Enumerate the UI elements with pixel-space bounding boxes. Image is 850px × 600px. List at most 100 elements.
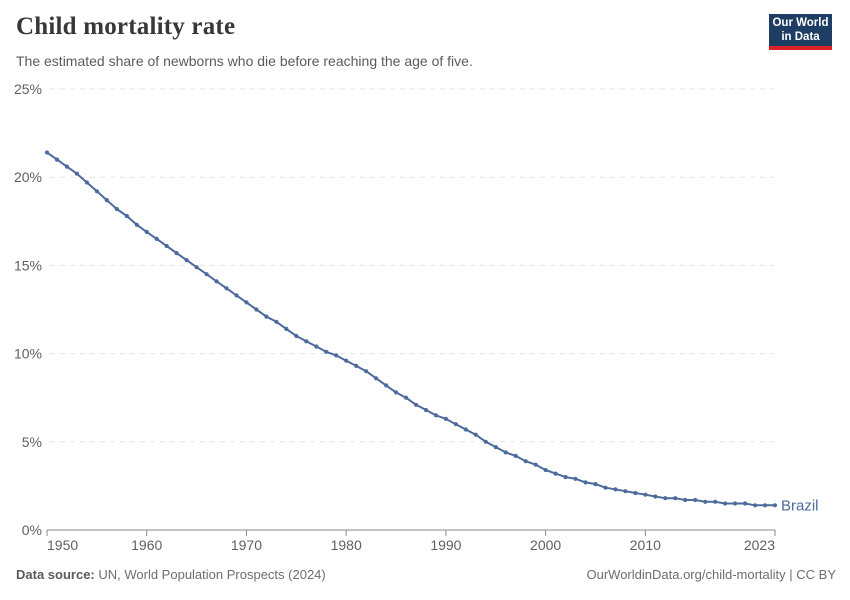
data-point (134, 222, 139, 227)
data-point (483, 439, 488, 444)
owid-logo-line1: Our World (772, 16, 829, 29)
data-point (224, 286, 229, 291)
data-point (403, 395, 409, 400)
data-point (513, 453, 518, 458)
data-point (174, 251, 179, 256)
data-point (503, 450, 508, 455)
data-point (54, 157, 60, 162)
data-point (493, 445, 498, 450)
data-point (433, 413, 438, 418)
plot-svg: 0% 5% 10% 15% 20% 25% 1950 1960 1970 1980 1990 2000… (14, 81, 819, 553)
data-point (643, 492, 648, 497)
data-point (463, 427, 468, 432)
data-point (453, 422, 458, 427)
x-tick-label: 1980 (331, 537, 362, 553)
data-point (214, 279, 219, 284)
data-point (603, 485, 608, 490)
x-tick-label: 1950 (47, 537, 78, 553)
data-point (413, 402, 419, 407)
data-point (423, 407, 429, 413)
x-tick-label: 2010 (630, 537, 661, 553)
data-point (324, 349, 329, 354)
data-point (64, 164, 69, 169)
data-point (124, 213, 129, 219)
x-tick-label: 2000 (530, 537, 561, 553)
data-point (623, 489, 628, 494)
data-point (693, 497, 698, 503)
data-point (733, 501, 738, 506)
owid-logo-line2: in Data (781, 31, 820, 43)
data-point (613, 487, 618, 492)
data-point (573, 476, 578, 481)
data-line (46, 151, 776, 507)
data-point (653, 494, 658, 499)
y-tick-label: 10% (14, 346, 42, 362)
data-point (673, 496, 678, 501)
data-point (194, 265, 199, 270)
data-point (723, 501, 728, 506)
data-point (94, 189, 99, 194)
data-point (84, 180, 89, 185)
data-point (543, 467, 548, 473)
data-point (294, 333, 299, 339)
data-point (523, 459, 528, 464)
data-point (443, 416, 448, 421)
footer-source: Data source: UN, World Population Prospe… (16, 567, 326, 582)
x-tick-label: 1990 (430, 537, 461, 553)
data-point (74, 171, 79, 176)
data-point (114, 206, 119, 212)
data-point (314, 344, 319, 349)
data-point (154, 236, 159, 241)
data-point (753, 503, 758, 508)
chart-subtitle: The estimated share of newborns who die … (16, 53, 473, 69)
data-point (384, 383, 389, 388)
data-point (663, 496, 668, 501)
y-tick-label: 5% (22, 434, 42, 450)
data-point (533, 462, 538, 467)
data-point (144, 229, 149, 234)
data-point (633, 490, 638, 496)
data-point (762, 503, 768, 508)
y-tick-label: 25% (14, 81, 42, 97)
data-point (264, 314, 269, 319)
data-point (304, 339, 309, 344)
data-point (772, 503, 778, 508)
data-point (184, 258, 189, 263)
series-label-brazil: Brazil (781, 497, 819, 514)
data-point (713, 499, 718, 504)
owid-logo[interactable]: Our World in Data (769, 14, 832, 50)
data-point (743, 501, 748, 506)
data-point (234, 293, 239, 298)
data-point (354, 363, 359, 368)
footer-source-label: Data source: (16, 567, 95, 582)
data-point (274, 319, 279, 324)
data-point (553, 471, 558, 476)
data-point (563, 475, 568, 480)
footer-link[interactable]: OurWorldinData.org/child-mortality | CC … (586, 567, 837, 582)
data-point (393, 390, 399, 395)
y-tick-label: 15% (14, 257, 42, 273)
data-point (254, 307, 259, 312)
data-point (473, 432, 478, 437)
data-point (104, 198, 109, 203)
y-tick-label: 0% (22, 522, 42, 538)
x-tick-label: 1960 (131, 537, 162, 553)
footer-source-text: UN, World Population Prospects (2024) (94, 567, 326, 582)
data-point (244, 300, 249, 305)
data-point (334, 353, 339, 358)
x-tick-label: 1970 (231, 537, 262, 553)
footer: Data source: UN, World Population Prospe… (16, 567, 836, 582)
y-tick-label: 20% (14, 169, 42, 185)
data-point (683, 497, 688, 503)
chart-title: Child mortality rate (16, 13, 236, 40)
data-point (703, 499, 708, 504)
data-point (374, 376, 379, 381)
data-point (44, 150, 50, 155)
data-point (164, 243, 169, 249)
data-point (204, 272, 209, 277)
x-tick-label: 2023 (744, 537, 775, 553)
data-point (593, 482, 598, 487)
data-point (344, 358, 349, 363)
data-point (284, 326, 289, 331)
